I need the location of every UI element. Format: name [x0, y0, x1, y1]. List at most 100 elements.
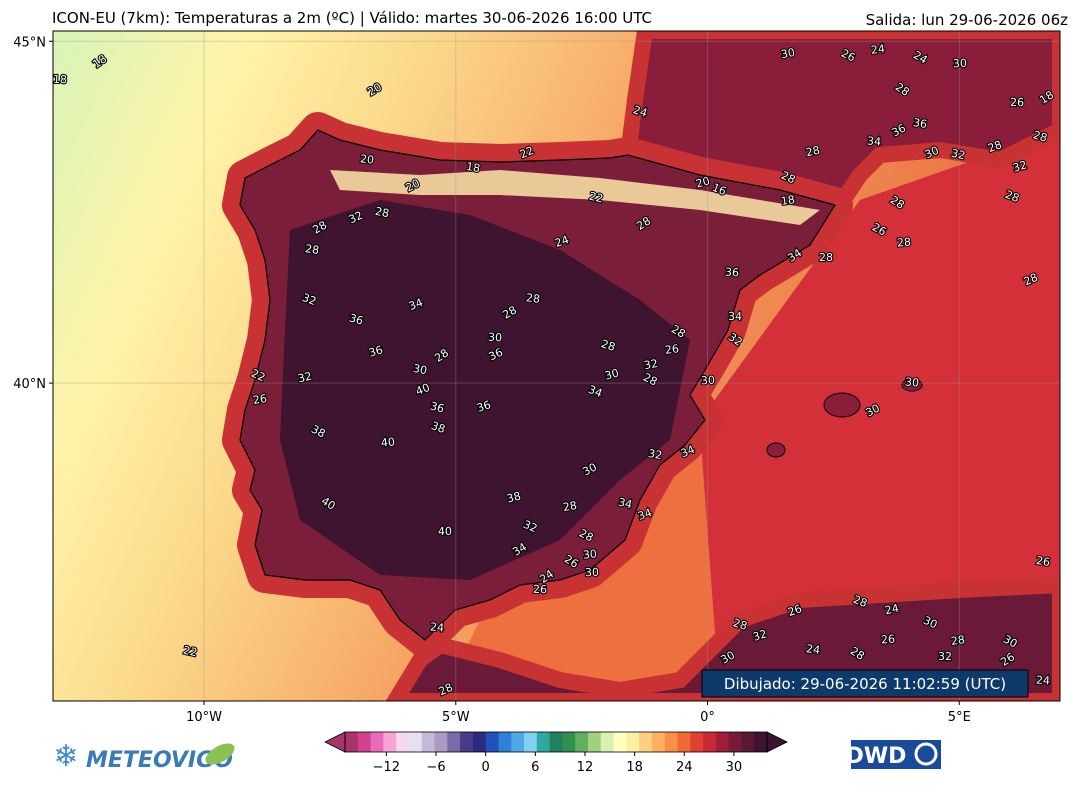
contour-label: 36: [475, 398, 492, 415]
contour-label: 40: [414, 381, 432, 398]
colorbar-swatch: [741, 732, 755, 752]
contour-label: 28: [1032, 128, 1049, 145]
colorbar-swatch: [715, 732, 730, 752]
colorbar-extend-high: [766, 731, 788, 753]
contour-label: 30: [780, 46, 796, 61]
contour-label: 34: [636, 506, 653, 523]
contour-label: 22: [182, 644, 199, 660]
colorbar-tick-label: −12: [373, 760, 400, 775]
contour-label: 34: [617, 496, 634, 512]
colorbar-tick-label: 18: [626, 760, 643, 775]
contour-label: 30: [953, 57, 968, 71]
colorbar-swatch: [587, 732, 602, 752]
contour-label: 26: [664, 342, 679, 357]
colorbar: −12 −6 0 6 12 18 24 30: [324, 731, 788, 775]
colorbar-swatch: [357, 732, 372, 752]
contour-label: 32: [647, 447, 663, 462]
contour-label: 28: [374, 205, 390, 221]
colorbar-tick-label: 12: [577, 760, 594, 775]
y-tick-label: 40°N: [13, 377, 46, 392]
contour-label: 28: [525, 291, 540, 306]
leaf: [205, 743, 235, 765]
colorbar-swatch: [613, 732, 627, 752]
contour-label: 24: [429, 620, 444, 634]
colorbar-swatch: [498, 732, 512, 752]
contour-label: 26: [533, 583, 547, 596]
contour-label: 28: [851, 593, 869, 610]
x-tick-label: 5°E: [948, 710, 971, 725]
contour-label: 28: [897, 236, 912, 250]
colorbar-swatch: [651, 732, 666, 752]
map-frame: [52, 30, 1061, 702]
x-tick-label: 5°W: [442, 710, 470, 725]
colorbar-swatch: [472, 732, 487, 752]
contour-label: 30: [905, 375, 920, 389]
colorbar-swatch: [562, 732, 576, 752]
contour-label: 32: [751, 627, 768, 643]
contour-label: 20: [359, 152, 374, 166]
contour-label: 38: [506, 490, 523, 506]
contour-label: 22: [588, 190, 605, 206]
colorbar-swatch: [664, 732, 678, 752]
drawn-box: [701, 669, 1029, 698]
graticule: [53, 31, 1060, 701]
contour-label: 34: [867, 134, 882, 148]
contour-label: 28: [986, 138, 1004, 155]
colorbar-swatch: [639, 732, 653, 752]
contour-label: 36: [725, 266, 740, 280]
contour-label: 24: [884, 602, 900, 618]
colorbar-swatch: [345, 732, 359, 752]
contour-label: 32: [300, 291, 318, 308]
colorbar-swatch: [754, 732, 768, 752]
contour-label: 24: [631, 103, 648, 120]
colorbar-swatch: [408, 732, 423, 752]
x-tick-label: 10°W: [186, 710, 222, 725]
contour-label: 26: [1010, 96, 1024, 109]
contour-label: 34: [679, 443, 697, 460]
colorbar-swatch: [575, 732, 589, 752]
contour-label: 26: [252, 392, 268, 407]
contour-label: 18: [780, 193, 796, 208]
colorbar-tick-label: −6: [426, 760, 445, 775]
contour-label: 30: [488, 331, 503, 345]
contour-label: 32: [1011, 158, 1028, 174]
contour-label: 24: [553, 233, 570, 250]
contour-label: 32: [938, 650, 952, 663]
colorbar-swatch: [703, 732, 717, 752]
contour-label: 34: [407, 296, 425, 313]
contour-label: 36: [912, 116, 928, 131]
contour-label: 30: [603, 366, 620, 382]
colorbar-swatch: [370, 732, 384, 752]
contour-label: 30: [923, 144, 941, 162]
contour-label: 22: [518, 144, 536, 161]
snowflake: ❄: [53, 739, 78, 774]
contour-label: 24: [1036, 674, 1051, 688]
contour-label: 30: [582, 547, 597, 561]
x-tick-label: 0°: [700, 710, 715, 725]
contour-label: 32: [297, 370, 314, 386]
mallorca: [823, 392, 861, 418]
contour-label: 28: [805, 144, 821, 160]
title: ICON-EU (7km): Temperaturas a 2m (ºC) | …: [52, 9, 652, 27]
contour-label: 28: [950, 633, 966, 648]
y-tick-label: 45°N: [13, 35, 46, 50]
contour-label: 40: [438, 525, 452, 538]
contour-label: 28: [599, 337, 616, 354]
contour-label: 38: [309, 423, 327, 441]
contour-label: 32: [950, 147, 967, 163]
colorbar-tick-label: 6: [531, 760, 539, 775]
colorbar-frame: [344, 731, 768, 753]
contour-label: 18: [465, 160, 481, 175]
contour-label: 26: [881, 633, 896, 647]
contour-label: 24: [805, 642, 821, 657]
colorbar-swatch: [677, 732, 691, 752]
contour-label: 20: [694, 174, 711, 190]
logo-right: DWD: [846, 744, 907, 769]
contour-label: 28: [562, 499, 578, 514]
ibiza: [766, 442, 786, 458]
colorbar-tick-label: 0: [482, 760, 490, 775]
colorbar-swatch: [511, 732, 525, 752]
contour-label: 32: [521, 518, 539, 535]
